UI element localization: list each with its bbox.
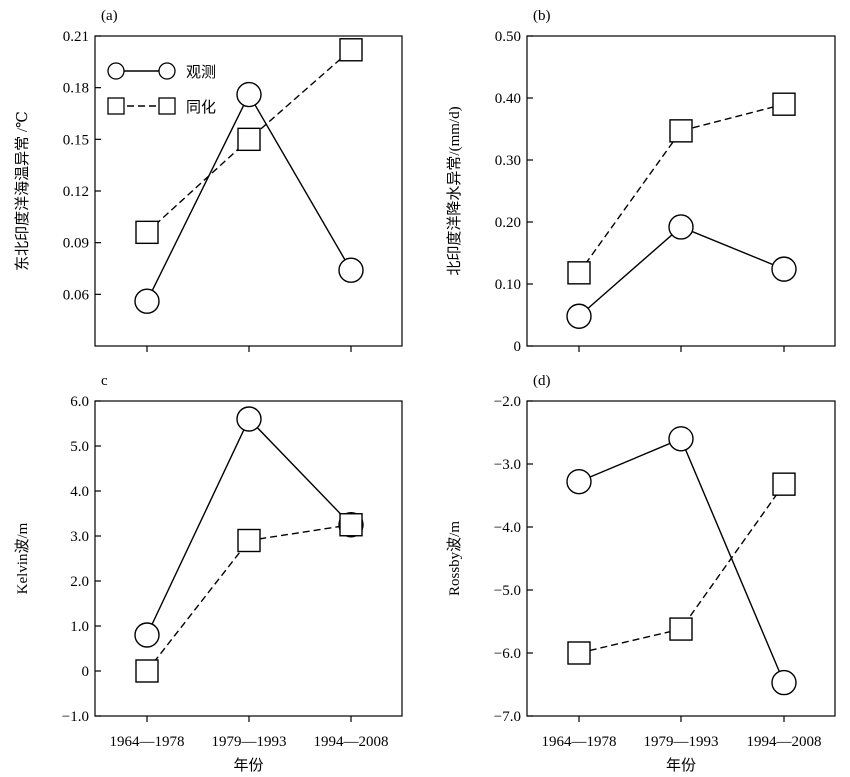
assimilated-point	[669, 119, 693, 143]
observed-point	[566, 468, 592, 495]
legend-label-observed: 观测	[186, 64, 216, 81]
legend-label-assimilated: 同化	[186, 99, 216, 116]
legend-circle-marker	[158, 62, 176, 80]
assimilated-point	[237, 127, 261, 152]
y-tick-label: −2.0	[494, 394, 521, 410]
assimilated-point	[237, 528, 261, 553]
y-axis-label: 东北印度洋海温异常 /℃	[14, 111, 31, 271]
y-tick-label: −7.0	[494, 709, 521, 725]
y-tick-label: 0.30	[495, 153, 521, 169]
x-tick-label: 1964—1978	[110, 734, 185, 750]
x-tick-label: 1979—1993	[644, 734, 719, 750]
y-tick-label: −6.0	[494, 646, 521, 662]
observed-point	[236, 81, 262, 108]
observed-point	[566, 303, 592, 329]
plot-frame	[526, 35, 836, 347]
y-tick-label: 4.0	[70, 484, 89, 500]
y-tick-label: 0.20	[495, 215, 521, 231]
panel-label: (b)	[533, 8, 551, 24]
observed-series-line	[146, 93, 352, 302]
y-tick-label: 0.40	[495, 91, 521, 107]
y-tick-label: 0	[82, 664, 90, 680]
y-tick-label: 0.50	[495, 29, 521, 45]
y-tick-label: −3.0	[494, 457, 521, 473]
y-tick-label: 6.0	[70, 394, 89, 410]
observed-series-line	[146, 417, 352, 636]
x-tick-label: 1979—1993	[212, 734, 287, 750]
y-tick-label: 0.10	[495, 277, 521, 293]
assimilated-point	[567, 261, 591, 285]
chart-panel-4: −7.0 −6.0 −5.0 −4.0 −3.0 −2.0 1964—1978 1979—19…	[446, 373, 836, 774]
legend-square-marker	[107, 97, 125, 115]
observed-series-line	[578, 437, 785, 683]
observed-point	[338, 257, 364, 283]
assimilated-point	[135, 220, 159, 245]
observed-point	[668, 214, 694, 240]
x-tick-label: 1994—2008	[747, 734, 822, 750]
y-tick-label: 0	[514, 339, 522, 355]
assimilated-point	[135, 659, 159, 683]
observed-point	[771, 256, 797, 282]
x-tick-label: 1964—1978	[542, 734, 617, 750]
y-tick-label: 0.12	[63, 184, 89, 200]
legend-square-marker	[158, 97, 176, 115]
assimilated-point	[339, 513, 363, 537]
chart-panel-3: −1.0 0 1.0 2.0 3.0 4.0 5.0 6.0 1964—1978 1979—199…	[14, 373, 403, 774]
observed-point	[771, 669, 797, 696]
assimilated-series-line	[578, 103, 785, 274]
y-tick-label: −4.0	[494, 520, 521, 536]
y-axis-label: Rossby波/m	[446, 521, 463, 596]
assimilated-point	[339, 38, 363, 62]
assimilated-point	[772, 472, 796, 496]
y-tick-label: 2.0	[70, 574, 89, 590]
y-tick-label: 0.09	[63, 236, 89, 252]
x-axis-label: 年份	[233, 757, 263, 774]
y-tick-label: 0.18	[63, 81, 89, 97]
x-axis-label: 年份	[666, 757, 696, 774]
assimilated-point	[669, 617, 693, 641]
y-tick-label: −5.0	[494, 583, 521, 599]
y-tick-label: 1.0	[70, 619, 89, 635]
observed-point	[668, 426, 694, 452]
observed-point	[236, 406, 262, 432]
y-axis-label: Kelvin波/m	[14, 522, 31, 594]
chart-panel-2: 0 0.10 0.20 0.30 0.40 0.50 北印度洋降水异常/(mm/d) (b)	[446, 8, 836, 355]
assimilated-point	[772, 92, 796, 116]
legend-circle-marker	[107, 62, 125, 80]
y-tick-label: 5.0	[70, 439, 89, 455]
observed-series-line	[578, 226, 785, 317]
y-tick-label: −1.0	[62, 709, 89, 725]
panel-label: (d)	[533, 373, 551, 389]
y-axis-label: 北印度洋降水异常/(mm/d)	[446, 106, 463, 275]
y-tick-label: 3.0	[70, 529, 89, 545]
y-tick-label: 0.21	[63, 29, 89, 45]
observed-point	[134, 622, 160, 648]
panel-label: c	[101, 373, 108, 389]
observed-point	[134, 288, 160, 314]
chart-panel-1: 0.06 0.09 0.12 0.15 0.18 0.21 东北印度洋海温异常 /℃ (a)	[14, 8, 403, 352]
panel-label: (a)	[101, 8, 118, 24]
x-tick-label: 1994—2008	[314, 734, 389, 750]
y-tick-label: 0.15	[63, 132, 89, 148]
y-tick-label: 0.06	[63, 287, 90, 303]
assimilated-point	[567, 641, 591, 665]
